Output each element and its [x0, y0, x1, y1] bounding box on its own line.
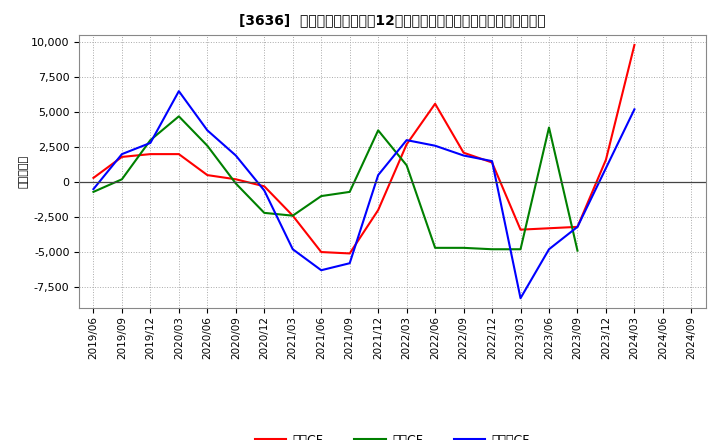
- 営業CF: [459, 150, 468, 155]
- 営業CF: [260, 183, 269, 189]
- 投資CF: [487, 246, 496, 252]
- フリーCF: [459, 153, 468, 158]
- フリーCF: [516, 296, 525, 301]
- 営業CF: [174, 151, 183, 157]
- 営業CF: [402, 142, 411, 147]
- 営業CF: [289, 213, 297, 218]
- Line: フリーCF: フリーCF: [94, 91, 634, 298]
- 投資CF: [431, 245, 439, 250]
- 投資CF: [516, 246, 525, 252]
- 投資CF: [459, 245, 468, 250]
- 投資CF: [402, 163, 411, 168]
- フリーCF: [346, 260, 354, 266]
- 営業CF: [146, 151, 155, 157]
- 投資CF: [573, 248, 582, 253]
- フリーCF: [203, 128, 212, 133]
- 投資CF: [346, 189, 354, 194]
- フリーCF: [232, 153, 240, 158]
- フリーCF: [487, 158, 496, 164]
- 投資CF: [174, 114, 183, 119]
- フリーCF: [431, 143, 439, 148]
- 投資CF: [89, 189, 98, 194]
- フリーCF: [402, 137, 411, 143]
- フリーCF: [89, 187, 98, 192]
- Title: [3636]  キャッシュフローの12か月移動合計の対前年同期増減額の推移: [3636] キャッシュフローの12か月移動合計の対前年同期増減額の推移: [239, 13, 546, 27]
- 営業CF: [203, 172, 212, 178]
- 投資CF: [146, 137, 155, 143]
- 投資CF: [317, 194, 325, 199]
- 営業CF: [89, 175, 98, 180]
- 投資CF: [289, 213, 297, 218]
- Line: 営業CF: 営業CF: [94, 45, 634, 253]
- 投資CF: [203, 143, 212, 148]
- フリーCF: [573, 224, 582, 230]
- 営業CF: [317, 249, 325, 255]
- 営業CF: [545, 226, 554, 231]
- 営業CF: [573, 224, 582, 230]
- フリーCF: [630, 107, 639, 112]
- 営業CF: [232, 176, 240, 182]
- Line: 投資CF: 投資CF: [94, 116, 577, 251]
- 営業CF: [602, 157, 611, 162]
- 投資CF: [232, 181, 240, 186]
- Legend: 営業CF, 投資CF, フリーCF: 営業CF, 投資CF, フリーCF: [250, 429, 535, 440]
- 営業CF: [487, 160, 496, 165]
- 投資CF: [260, 210, 269, 216]
- 営業CF: [630, 42, 639, 48]
- フリーCF: [374, 172, 382, 178]
- 営業CF: [117, 154, 126, 160]
- フリーCF: [146, 140, 155, 146]
- 投資CF: [374, 128, 382, 133]
- フリーCF: [602, 165, 611, 171]
- 投資CF: [545, 125, 554, 130]
- フリーCF: [317, 268, 325, 273]
- フリーCF: [260, 188, 269, 193]
- フリーCF: [289, 246, 297, 252]
- フリーCF: [174, 88, 183, 94]
- 営業CF: [374, 207, 382, 213]
- 営業CF: [516, 227, 525, 232]
- 営業CF: [346, 251, 354, 256]
- フリーCF: [545, 246, 554, 252]
- Y-axis label: （百万円）: （百万円）: [18, 155, 28, 188]
- 営業CF: [431, 101, 439, 106]
- フリーCF: [117, 151, 126, 157]
- 投資CF: [117, 176, 126, 182]
